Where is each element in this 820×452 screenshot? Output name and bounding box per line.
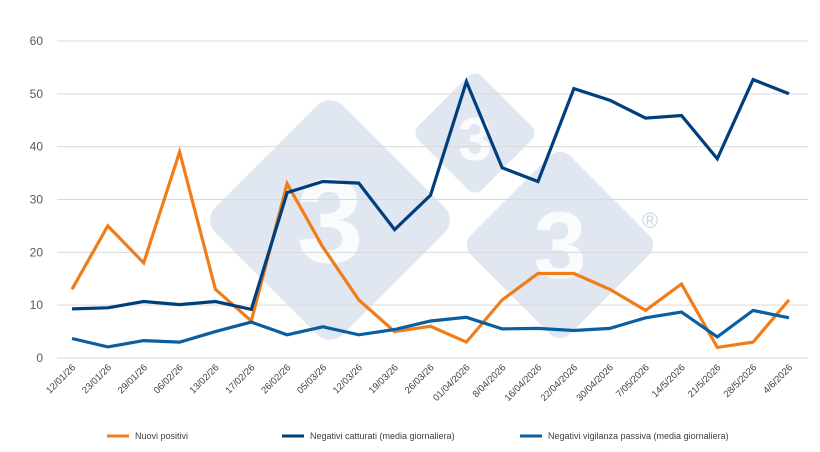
x-tick-label: 26/03/26 <box>403 362 437 396</box>
x-tick-label: 22/04/2026 <box>539 362 580 403</box>
series-line-2 <box>71 77 790 312</box>
watermark-diamond-left <box>210 100 450 340</box>
x-tick-label: 28/5/2026 <box>722 362 760 400</box>
x-tick-label: 12/01/26 <box>44 362 78 396</box>
legend-label-2: Negativi catturati (media giornaliera) <box>310 431 455 441</box>
y-tick-label: 60 <box>30 34 44 48</box>
x-tick-label: 30/04/2026 <box>574 362 615 403</box>
legend: Nuovi positivi Negativi catturati (media … <box>107 431 729 441</box>
gridlines <box>57 40 808 359</box>
watermark-diamond-top <box>415 73 535 193</box>
x-tick-label: 23/01/26 <box>80 362 114 396</box>
x-tick-label: 05/03/26 <box>295 362 329 396</box>
watermark-glyph-top: 3 <box>458 106 491 173</box>
series-lines <box>70 77 791 350</box>
x-tick-label: 12/03/26 <box>331 362 365 396</box>
y-axis: 0 10 20 30 40 50 60 <box>30 34 44 365</box>
x-tick-label: 16/04/2026 <box>503 362 544 403</box>
legend-label-1: Nuovi positivi <box>135 431 188 441</box>
y-tick-label: 30 <box>30 193 44 207</box>
legend-label-3: Negativi vigilanza passiva (media giorna… <box>548 431 729 441</box>
x-axis: 12/01/26 23/01/26 29/01/26 06/02/26 13/02/26… <box>44 362 795 403</box>
x-tick-label: 01/04/2026 <box>431 362 472 403</box>
y-tick-label: 10 <box>30 298 44 312</box>
y-tick-label: 40 <box>30 140 44 154</box>
x-tick-label: 14/5/2026 <box>650 362 688 400</box>
x-tick-label: 26/02/26 <box>259 362 293 396</box>
y-tick-label: 0 <box>36 351 43 365</box>
series-line-3 <box>71 308 790 349</box>
watermark-glyph-right: 3 <box>534 193 587 299</box>
x-tick-label: 7/05/2026 <box>614 362 652 400</box>
y-tick-label: 50 <box>30 87 44 101</box>
x-tick-label: 8/04/2026 <box>471 362 509 400</box>
x-tick-label: 06/02/26 <box>152 362 186 396</box>
x-tick-label: 13/02/26 <box>188 362 222 396</box>
watermark-registered: ® <box>642 208 658 233</box>
x-tick-label: 17/02/26 <box>223 362 257 396</box>
x-tick-label: 29/01/26 <box>116 362 150 396</box>
series-line-1 <box>70 146 791 350</box>
x-tick-label: 4/6/2026 <box>761 362 795 396</box>
y-tick-label: 20 <box>30 245 44 259</box>
x-tick-label: 21/5/2026 <box>686 362 724 400</box>
x-tick-label: 19/03/26 <box>367 362 401 396</box>
